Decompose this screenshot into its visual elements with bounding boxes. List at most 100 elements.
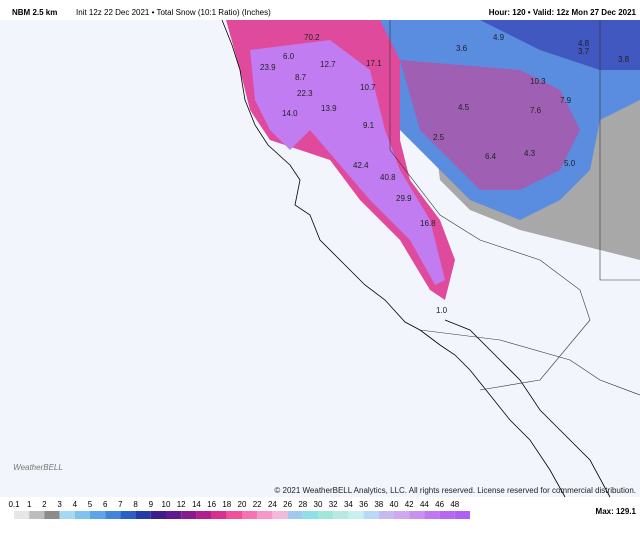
colorbar-swatch bbox=[242, 511, 258, 519]
map-label: 29.9 bbox=[396, 194, 412, 203]
colorbar-swatch bbox=[135, 511, 151, 519]
colorbar-label: 40 bbox=[390, 500, 399, 509]
colorbar-label: 7 bbox=[118, 500, 123, 509]
colorbar-swatch bbox=[29, 511, 45, 519]
map-label: 13.9 bbox=[321, 104, 337, 113]
map-label: 14.0 bbox=[282, 109, 298, 118]
map-label: 3.6 bbox=[456, 44, 468, 53]
colorbar-swatch bbox=[44, 511, 60, 519]
model-title: NBM 2.5 km bbox=[12, 8, 57, 17]
colorbar-swatch bbox=[105, 511, 121, 519]
map-label: 22.3 bbox=[297, 89, 313, 98]
colorbar-swatch bbox=[120, 511, 136, 519]
map-label: 70.2 bbox=[304, 33, 320, 42]
colorbar-swatch bbox=[439, 511, 455, 519]
colorbar-swatch bbox=[394, 511, 410, 519]
colorbar-label: 5 bbox=[88, 500, 93, 509]
map-label: 16.8 bbox=[420, 219, 436, 228]
colorbar-swatch bbox=[318, 511, 334, 519]
snow-pink bbox=[400, 60, 580, 190]
colorbar-swatch bbox=[90, 511, 106, 519]
map-label: 6.0 bbox=[283, 52, 295, 61]
colorbar-swatch bbox=[257, 511, 273, 519]
snow-purple bbox=[250, 40, 445, 285]
colorbar-swatch bbox=[454, 511, 470, 519]
colorbar-swatch bbox=[272, 511, 288, 519]
map-label: 5.0 bbox=[564, 159, 576, 168]
colorbar-swatch bbox=[14, 511, 30, 519]
map-label: 4.8 bbox=[578, 39, 590, 48]
colorbar-label: 10 bbox=[162, 500, 171, 509]
colorbar-label: 1 bbox=[27, 500, 32, 509]
map-label: 42.4 bbox=[353, 161, 369, 170]
colorbar-label: 9 bbox=[149, 500, 154, 509]
colorbar-swatch bbox=[302, 511, 318, 519]
map-label: 7.9 bbox=[560, 96, 572, 105]
colorbar-label: 28 bbox=[298, 500, 307, 509]
map-label: 4.5 bbox=[458, 103, 470, 112]
colorbar-swatch bbox=[150, 511, 166, 519]
colorbar-label: 26 bbox=[283, 500, 292, 509]
map-label: 40.8 bbox=[380, 173, 396, 182]
colorbar-label: 46 bbox=[435, 500, 444, 509]
colorbar-label: 44 bbox=[420, 500, 429, 509]
colorbar-swatch bbox=[378, 511, 394, 519]
colorbar-label: 36 bbox=[359, 500, 368, 509]
colorbar-label: 8 bbox=[133, 500, 138, 509]
colorbar-swatch bbox=[424, 511, 440, 519]
map-label: 2.5 bbox=[433, 133, 445, 142]
map-label: 4.3 bbox=[524, 149, 536, 158]
colorbar-swatch bbox=[74, 511, 90, 519]
colorbar-swatch bbox=[333, 511, 349, 519]
map: 70.2 4.9 4.8 3.6 3.7 3.8 23.9 12.7 17.1 … bbox=[0, 19, 640, 498]
colorbar-swatch bbox=[211, 511, 227, 519]
colorbar-label: 4 bbox=[73, 500, 78, 509]
colorbar-label: 2 bbox=[42, 500, 47, 509]
colorbar-swatch bbox=[196, 511, 212, 519]
copyright: © 2021 WeatherBELL Analytics, LLC. All r… bbox=[274, 486, 636, 495]
colorbar-swatch bbox=[287, 511, 303, 519]
colorbar-swatch bbox=[348, 511, 364, 519]
colorbar-label: 42 bbox=[405, 500, 414, 509]
colorbar-label: 12 bbox=[177, 500, 186, 509]
colorbar-swatch bbox=[181, 511, 197, 519]
colorbar-label: 22 bbox=[253, 500, 262, 509]
colorbar-label: 30 bbox=[314, 500, 323, 509]
map-label: 3.8 bbox=[618, 55, 630, 64]
colorbar-swatch bbox=[363, 511, 379, 519]
map-label: 10.7 bbox=[360, 83, 376, 92]
map-label: 10.3 bbox=[530, 77, 546, 86]
coastline bbox=[221, 19, 566, 498]
colorbar-label: 6 bbox=[103, 500, 108, 509]
valid-time: Hour: 120 • Valid: 12z Mon 27 Dec 2021 bbox=[489, 8, 637, 17]
map-label: 12.7 bbox=[320, 60, 336, 69]
map-label: 7.6 bbox=[530, 106, 542, 115]
colorbar-label: 16 bbox=[207, 500, 216, 509]
colorbar-swatch bbox=[226, 511, 242, 519]
map-label: 1.0 bbox=[436, 306, 448, 315]
state-border-east bbox=[599, 20, 640, 281]
map-label: 17.1 bbox=[366, 59, 382, 68]
map-label: 4.9 bbox=[493, 33, 505, 42]
state-border bbox=[389, 20, 591, 391]
map-label: 8.7 bbox=[295, 73, 307, 82]
colorbar-label: 20 bbox=[238, 500, 247, 509]
subtitle: Init 12z 22 Dec 2021 • Total Snow (10:1 … bbox=[76, 8, 271, 17]
map-label: 23.9 bbox=[260, 63, 276, 72]
colorbar-label: 0.1 bbox=[8, 500, 20, 509]
colorbar-label: 32 bbox=[329, 500, 338, 509]
colorbar-swatch bbox=[59, 511, 75, 519]
map-label: 9.1 bbox=[363, 121, 375, 130]
colorbar-label: 3 bbox=[57, 500, 62, 509]
intl-border bbox=[419, 329, 640, 396]
colorbar-label: 24 bbox=[268, 500, 277, 509]
colorbar: 0.1 1 2 3 4 5 6 7 8 9 10 12 14 16 18 20 22 24 26 28 30 32 34 36… bbox=[8, 500, 470, 519]
max-value: Max: 129.1 bbox=[596, 507, 637, 516]
colorbar-label: 14 bbox=[192, 500, 201, 509]
colorbar-label: 18 bbox=[222, 500, 231, 509]
colorbar-swatch bbox=[166, 511, 182, 519]
map-label: 6.4 bbox=[485, 152, 497, 161]
colorbar-label: 48 bbox=[450, 500, 459, 509]
map-label: 3.7 bbox=[578, 47, 590, 56]
